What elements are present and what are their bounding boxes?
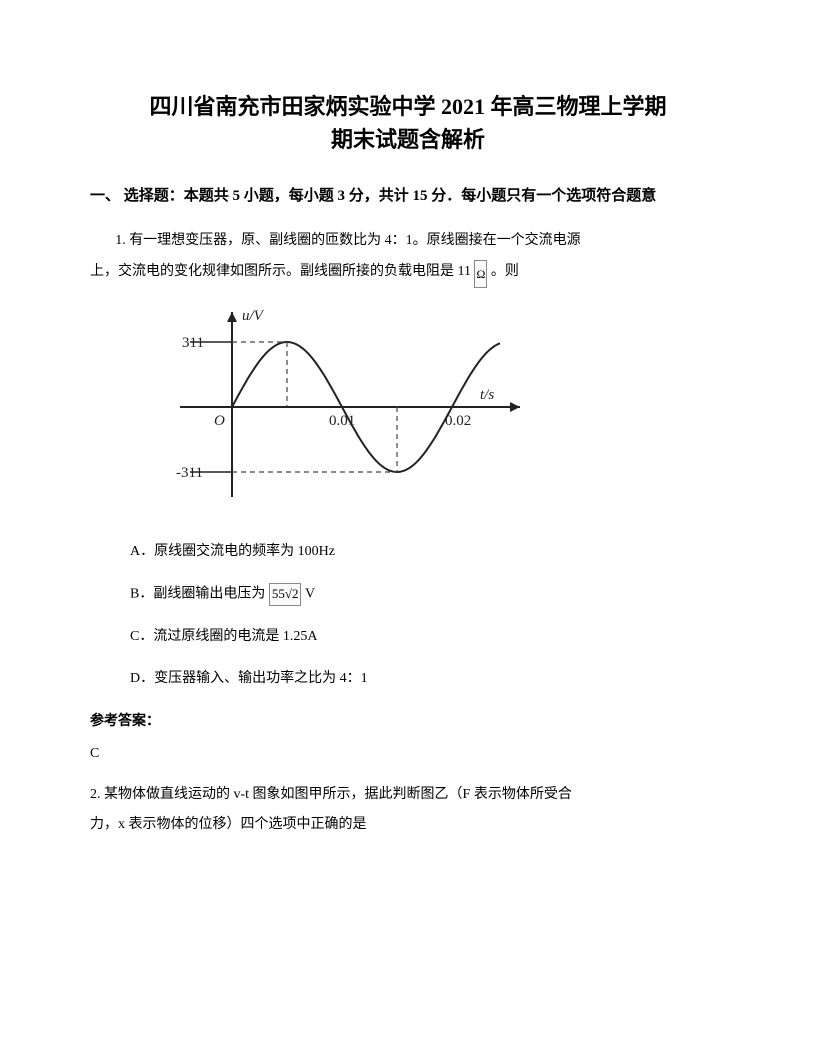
q1-line2-b: 。则: [491, 264, 519, 279]
q1-line2-a: 上，交流电的变化规律如图所示。副线圈所接的负载电阻是 11: [90, 264, 471, 279]
q1-line1: 1. 有一理想变压器，原、副线圈的匝数比为 4：1。原线圈接在一个交流电源: [90, 226, 726, 257]
title-line-1: 四川省南充市田家炳实验中学 2021 年高三物理上学期: [90, 90, 726, 123]
svg-text:u/V: u/V: [242, 308, 265, 324]
sqrt-icon: 55√2: [269, 583, 302, 606]
svg-text:0.02: 0.02: [445, 413, 471, 429]
q2-line2: 力，x 表示物体的位移）四个选项中正确的是: [90, 810, 726, 841]
title-line-2: 期末试题含解析: [90, 123, 726, 156]
section-heading: 一、 选择题：本题共 5 小题，每小题 3 分，共计 15 分．每小题只有一个选…: [90, 184, 726, 208]
q1-option-b-post: V: [305, 587, 315, 602]
q1-option-d: D．变压器输入、输出功率之比为 4：1: [130, 668, 726, 690]
wave-svg: u/V t/s O 311 -311 0.01 0.02: [160, 302, 540, 512]
svg-text:-311: -311: [176, 465, 203, 481]
question-1: 1. 有一理想变压器，原、副线圈的匝数比为 4：1。原线圈接在一个交流电源 上，…: [90, 226, 726, 766]
q1-option-a: A．原线圈交流电的频率为 100Hz: [130, 541, 726, 563]
q1-answer: C: [90, 743, 726, 765]
q1-option-b-pre: B．副线圈输出电压为: [130, 587, 265, 602]
q1-options: A．原线圈交流电的频率为 100Hz B．副线圈输出电压为 55√2 V C．流…: [130, 541, 726, 691]
svg-text:O: O: [214, 413, 225, 429]
q1-option-c: C．流过原线圈的电流是 1.25A: [130, 626, 726, 648]
q1-option-b: B．副线圈输出电压为 55√2 V: [130, 583, 726, 606]
q1-line2: 上，交流电的变化规律如图所示。副线圈所接的负载电阻是 11 Ω 。则: [90, 257, 726, 288]
q1-answer-label: 参考答案：: [90, 711, 726, 733]
page-title: 四川省南充市田家炳实验中学 2021 年高三物理上学期 期末试题含解析: [90, 90, 726, 156]
q2-line1: 2. 某物体做直线运动的 v-t 图象如图甲所示，据此判断图乙（F 表示物体所受…: [90, 780, 726, 811]
svg-text:t/s: t/s: [480, 387, 494, 403]
omega-icon: Ω: [474, 260, 487, 288]
q1-wave-chart: u/V t/s O 311 -311 0.01 0.02: [160, 302, 726, 520]
svg-text:311: 311: [182, 335, 204, 351]
question-2: 2. 某物体做直线运动的 v-t 图象如图甲所示，据此判断图乙（F 表示物体所受…: [90, 780, 726, 842]
svg-text:0.01: 0.01: [329, 413, 355, 429]
